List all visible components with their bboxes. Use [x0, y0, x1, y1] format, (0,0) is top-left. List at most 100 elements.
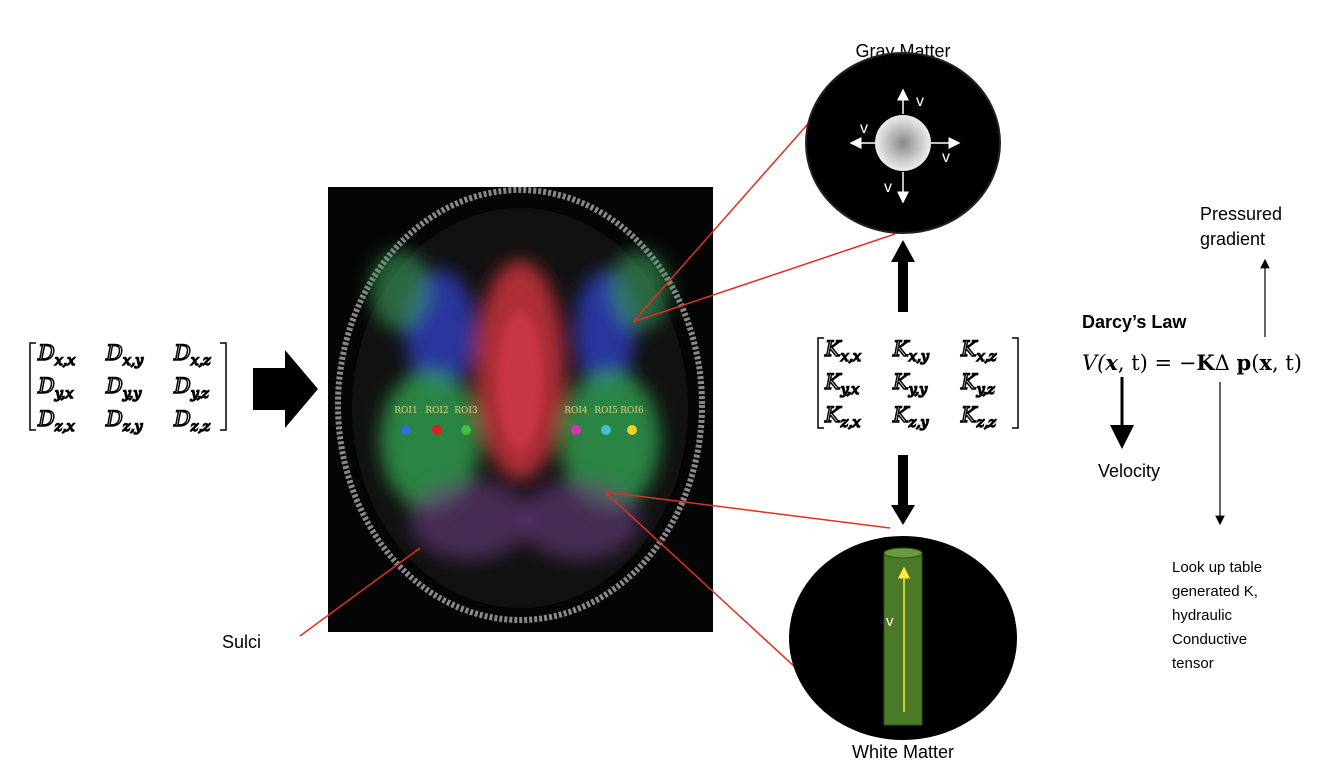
entry-sub: z,x: [840, 415, 861, 431]
entry-sub: y,z: [976, 382, 996, 398]
v-label: v: [886, 613, 894, 630]
entry-base: D: [37, 341, 55, 365]
matrix-entry: Kx,z: [960, 337, 997, 365]
entry-base: K: [960, 403, 978, 427]
fiber-top: [883, 547, 923, 559]
equation-part: x: [1259, 350, 1272, 375]
entry-sub: y,y: [122, 386, 143, 402]
matrix-entry: Dy,y: [105, 374, 142, 402]
equation-part: p: [1237, 350, 1252, 375]
entry-base: D: [105, 374, 123, 398]
entry-base: D: [173, 341, 191, 365]
roi-dot: [627, 425, 637, 435]
entry-sub: y,x: [54, 386, 74, 402]
roi-group: ROI1 ROI2 ROI3 ROI4 ROI5 ROI6: [394, 406, 644, 435]
v-label: v: [860, 120, 868, 137]
roi-dot: [461, 425, 471, 435]
matrix-entry: Dz,y: [105, 407, 144, 435]
brain-image: [328, 187, 713, 632]
k-note: Look up table generated K, hydraulic Conduc…: [1172, 559, 1262, 672]
matrix-entry: Ky,y: [892, 370, 928, 398]
equation-part: V(: [1082, 351, 1106, 375]
entry-sub: x,x: [55, 353, 75, 369]
white-matter-title: White Matter: [852, 742, 954, 762]
entry-base: K: [892, 370, 910, 394]
big-arrow: [253, 350, 318, 428]
roi-dot: [432, 425, 442, 435]
entry-base: K: [892, 403, 910, 427]
v-label: v: [884, 179, 892, 196]
entry-base: K: [824, 337, 842, 361]
entry-base: K: [824, 403, 842, 427]
entry-sub: x,y: [123, 353, 144, 369]
entry-sub: y,z: [190, 386, 210, 402]
gray-matter-ball: [875, 115, 931, 171]
matrix-entry: Kz,y: [892, 403, 930, 431]
k-note-line: generated K,: [1172, 583, 1258, 600]
roi-label: ROI2: [425, 406, 448, 416]
entry-base: D: [173, 374, 191, 398]
entry-sub: z,z: [190, 419, 211, 435]
down-arrow: [891, 455, 915, 525]
entry-sub: x,x: [841, 349, 861, 365]
pressure-line: gradient: [1200, 229, 1265, 249]
matrix-entry: Dy,z: [173, 374, 209, 402]
entry-base: D: [173, 407, 191, 431]
gray-matter-arrows: [849, 88, 961, 204]
entry-base: K: [960, 370, 978, 394]
entry-sub: y,y: [908, 382, 929, 398]
matrix-entry: Kx,x: [824, 337, 861, 365]
darcy-equation: V(x, t) = −KΔ p(x, t): [1082, 350, 1302, 375]
equation-part: K: [1196, 350, 1215, 375]
k-note-line: Look up table: [1172, 559, 1262, 576]
gray-matter-labels: v v v v: [860, 93, 950, 196]
matrix-entry: Ky,z: [960, 370, 995, 398]
d-matrix: Dx,x Dx,y Dx,zDy,x Dy,y Dy,zDz,x Dz,y Dz,z: [29, 340, 227, 436]
pressure-label: Pressured gradient: [1200, 204, 1282, 249]
equation-part: x: [1104, 350, 1118, 375]
up-arrow: [891, 240, 915, 312]
entry-sub: z,x: [54, 419, 75, 435]
roi-dot: [601, 425, 611, 435]
matrix-entry: Dy,x: [37, 374, 73, 402]
roi-label: ROI3: [454, 406, 478, 416]
entry-base: K: [960, 337, 978, 361]
matrix-entry: Kz,x: [824, 403, 861, 431]
entry-sub: x,y: [909, 349, 930, 365]
equation-part: , t) = −: [1118, 351, 1197, 375]
entry-base: K: [892, 337, 910, 361]
roi-dot: [401, 425, 411, 435]
matrix-entry: Dx,y: [105, 341, 144, 369]
matrix-entry: Dx,x: [37, 341, 75, 369]
matrix-entry: Dx,z: [173, 341, 211, 369]
matrix-entry: Dz,x: [37, 407, 75, 435]
entry-sub: z,y: [908, 415, 930, 431]
velocity-label: Velocity: [1098, 461, 1160, 481]
roi-label: ROI1: [394, 406, 417, 416]
roi-label: ROI5: [594, 406, 618, 416]
k-note-line: tensor: [1172, 655, 1214, 672]
sulci-label: Sulci: [222, 632, 261, 652]
v-label: v: [942, 149, 950, 166]
entry-base: D: [37, 407, 55, 431]
entry-sub: z,z: [976, 415, 997, 431]
matrix-entry: Ky,x: [824, 370, 859, 398]
zoom-lines: [604, 107, 896, 693]
entry-sub: y,x: [840, 382, 860, 398]
k-note-line: hydraulic: [1172, 607, 1233, 624]
equation-part: , t): [1272, 351, 1302, 375]
equation-part: (: [1251, 351, 1259, 375]
entry-sub: x,z: [191, 353, 211, 369]
darcy-title: Darcy’s Law: [1082, 312, 1187, 332]
k-matrix: Kx,x Kx,y Kx,zKy,x Ky,y Ky,zKz,x Kz,y Kz,z: [817, 336, 1019, 432]
roi-label: ROI6: [620, 406, 644, 416]
entry-base: K: [824, 370, 842, 394]
pressure-line: Pressured: [1200, 204, 1282, 224]
entry-sub: x,z: [977, 349, 997, 365]
fiber-cylinder: [883, 552, 923, 726]
roi-dot: [571, 425, 581, 435]
entry-base: D: [105, 407, 123, 431]
entry-sub: z,y: [122, 419, 144, 435]
